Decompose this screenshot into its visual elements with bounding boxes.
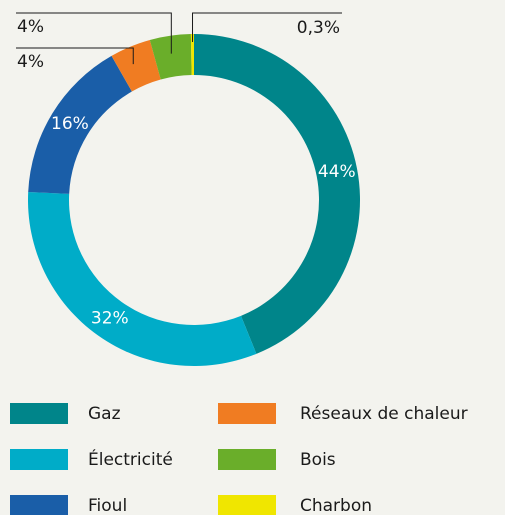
leader-line bbox=[16, 47, 134, 65]
slice-label: 44% bbox=[318, 162, 356, 182]
leader-line bbox=[16, 12, 172, 54]
legend-swatch bbox=[10, 495, 68, 515]
legend-label: Gaz bbox=[88, 404, 121, 424]
slice-label: 4% bbox=[17, 17, 44, 37]
legend-swatch bbox=[10, 403, 68, 424]
legend-swatch bbox=[218, 449, 276, 470]
slice-label: 4% bbox=[17, 52, 44, 72]
legend-label: Électricité bbox=[88, 448, 173, 470]
donut-slice bbox=[190, 34, 194, 76]
legend-swatch bbox=[10, 449, 68, 470]
slice-label: 32% bbox=[91, 309, 129, 329]
legend-label: Bois bbox=[300, 450, 336, 470]
donut-slice bbox=[111, 39, 161, 92]
leader-line bbox=[192, 12, 342, 43]
donut-slice bbox=[28, 55, 132, 194]
donut-slice bbox=[149, 34, 192, 80]
slice-label: 16% bbox=[51, 114, 89, 134]
slice-label: 0,3% bbox=[297, 18, 340, 38]
legend-swatch bbox=[218, 495, 276, 515]
legend-swatch bbox=[218, 403, 276, 424]
donut-slice bbox=[194, 34, 360, 354]
legend-label: Charbon bbox=[300, 496, 372, 515]
legend-label: Fioul bbox=[88, 496, 127, 515]
donut-slice bbox=[27, 191, 257, 366]
legend-label: Réseaux de chaleur bbox=[300, 404, 468, 424]
